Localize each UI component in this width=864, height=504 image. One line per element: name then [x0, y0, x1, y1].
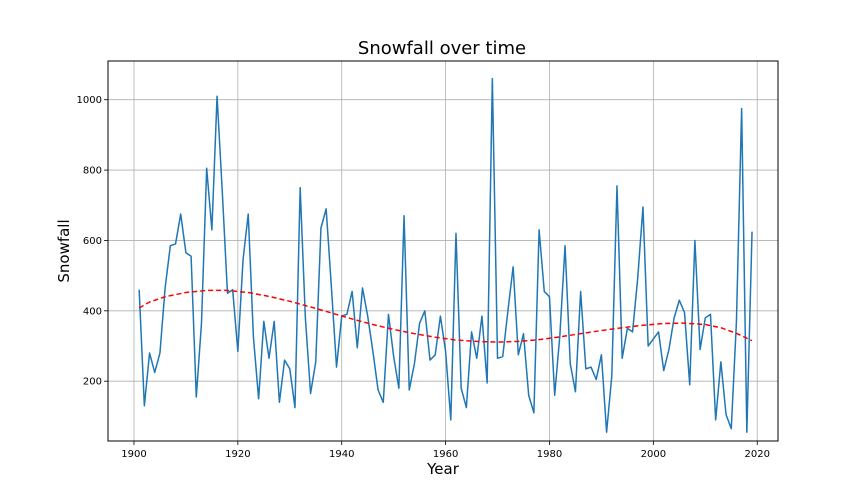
y-tick-label: 400: [83, 306, 102, 317]
y-tick-label: 1000: [77, 95, 102, 106]
x-tick-label: 1920: [225, 449, 250, 460]
y-axis-title: Snowfall: [55, 219, 73, 282]
x-tick-label: 2020: [744, 449, 769, 460]
y-tick-label: 200: [83, 377, 102, 388]
x-axis-title: Year: [426, 460, 460, 478]
trend-line-dashed: [138, 289, 753, 343]
series-layer: [138, 77, 753, 433]
y-tick-label: 600: [83, 236, 102, 247]
x-tick-label: 1980: [537, 449, 562, 460]
grid: [108, 61, 778, 441]
ticks: 1900 1920 1940 1960 1980 2000 2020 200 400 600 800…: [77, 95, 770, 460]
x-tick-label: 2000: [641, 449, 666, 460]
x-tick-label: 1900: [121, 449, 146, 460]
chart-title: Snowfall over time: [358, 38, 526, 59]
y-tick-label: 800: [83, 166, 102, 177]
plot-frame: [107, 60, 779, 442]
x-tick-label: 1940: [329, 449, 354, 460]
x-tick-label: 1960: [433, 449, 458, 460]
snowfall-series-line: [138, 77, 753, 433]
